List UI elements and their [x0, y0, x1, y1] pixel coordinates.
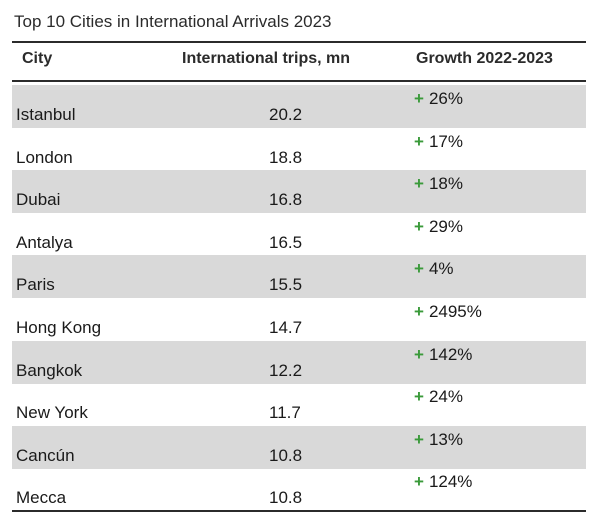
table-row: Mecca 10.8 +124% [12, 468, 586, 511]
growth-value: 26% [428, 89, 463, 108]
trips-cell: 15.5 [269, 275, 303, 295]
growth-value: 4% [428, 259, 454, 279]
growth-cell: +17% [414, 132, 463, 152]
plus-sign: + [414, 131, 424, 151]
growth-value: 24% [428, 387, 463, 407]
plus-sign: + [414, 216, 424, 236]
city-cell: Mecca [16, 488, 67, 508]
city-cell: Hong Kong [16, 318, 102, 337]
plus-sign: + [414, 429, 424, 449]
city-cell: Antalya [16, 232, 73, 252]
table-title: Top 10 Cities in International Arrivals … [14, 12, 332, 31]
city-cell: Bangkok [16, 360, 83, 380]
plus-sign: + [414, 259, 424, 279]
trips-cell: 12.2 [269, 360, 303, 380]
trips-cell: 10.8 [269, 488, 303, 508]
growth-cell: +13% [414, 430, 463, 450]
growth-value: 124% [428, 472, 473, 492]
trips-cell: 16.5 [269, 232, 303, 252]
city-cell: Paris [16, 275, 55, 295]
growth-cell: +29% [414, 217, 463, 237]
bottom-rule [12, 510, 586, 512]
trips-cell: 16.8 [269, 190, 303, 210]
top-rule [12, 41, 586, 43]
column-header-city: City [22, 50, 53, 67]
growth-value: 142% [428, 344, 473, 364]
trips-cell: 14.7 [269, 318, 303, 337]
growth-value: 13% [428, 429, 463, 449]
plus-sign: + [414, 472, 424, 492]
table-row: Dubai 16.8 +18% [12, 170, 586, 214]
column-header-trips: International trips, mn [182, 50, 351, 67]
column-header-growth: Growth 2022-2023 [416, 50, 553, 67]
table-row: Istanbul 20.2 +26% [12, 85, 586, 128]
growth-value: 18% [428, 174, 463, 194]
plus-sign: + [414, 387, 424, 407]
plus-sign: + [414, 302, 424, 321]
city-cell: Istanbul [16, 105, 76, 124]
table-row: Paris 15.5 +4% [12, 255, 586, 299]
trips-cell: 20.2 [269, 105, 303, 124]
table-row: Cancún 10.8 +13% [12, 425, 586, 469]
plus-sign: + [414, 174, 424, 194]
growth-cell: +24% [414, 387, 463, 407]
table-row: Hong Kong 14.7 +2495% [12, 298, 586, 341]
city-cell: London [16, 147, 73, 167]
table-row: New York 11.7 +24% [12, 383, 586, 426]
trips-cell: 10.8 [269, 445, 303, 465]
table-row: Bangkok 12.2 +142% [12, 340, 586, 384]
trips-cell: 18.8 [269, 147, 303, 167]
plus-sign: + [414, 89, 424, 108]
city-cell: Dubai [16, 190, 61, 210]
growth-cell: +18% [414, 174, 463, 194]
table-row: London 18.8 +17% [12, 128, 586, 171]
table-row: Antalya 16.5 +29% [12, 213, 586, 256]
growth-cell: +142% [414, 345, 472, 365]
header-rule [12, 80, 586, 82]
growth-value: 29% [428, 216, 463, 236]
growth-cell: +124% [414, 472, 472, 492]
growth-value: 2495% [428, 302, 482, 321]
growth-cell: +2495% [414, 302, 482, 322]
growth-value: 17% [428, 131, 463, 151]
trips-cell: 11.7 [269, 403, 301, 423]
growth-cell: +26% [414, 89, 463, 109]
city-cell: New York [16, 403, 88, 423]
city-cell: Cancún [16, 445, 75, 465]
plus-sign: + [414, 344, 424, 364]
growth-cell: +4% [414, 259, 454, 279]
